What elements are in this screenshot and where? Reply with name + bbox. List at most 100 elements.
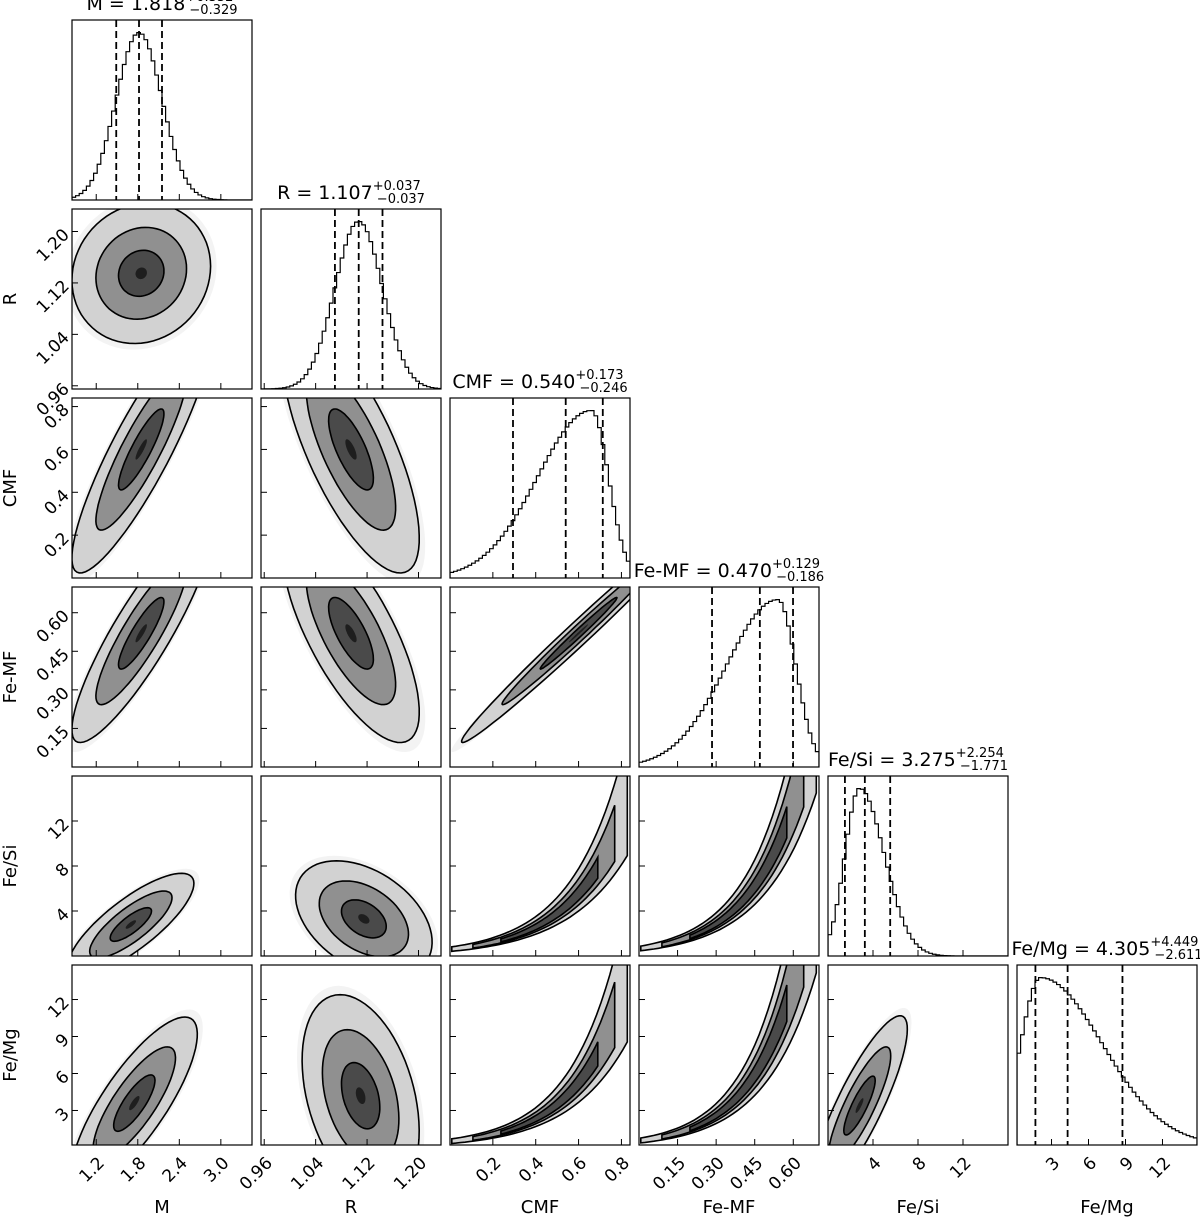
panel-frame-r-r [260,208,442,390]
panel-frame-fe-si-fe-si [827,775,1009,957]
y-tick-label-fe-mg: 9 [52,1030,74,1052]
x-tick-label-fe-si: 8 [909,1153,931,1175]
panel-frame-m-fe-mf [71,586,253,768]
x-tick-label-fe-si: 12 [946,1153,975,1182]
panel-frame-cmf-fe-mg [449,964,631,1146]
panel-frame-r-fe-mg [260,964,442,1146]
contour-m-vs-fe-si [72,868,200,956]
panel-frame-cmf-fe-mf [449,586,631,768]
x-tick-label-r: 1.12 [339,1153,380,1194]
panel-frame-cmf-cmf [449,397,631,579]
x-axis-label-r: R [345,1197,358,1218]
panel-frame-m-fe-mg [71,964,253,1146]
y-axis-label-fe-mf: Fe-MF [0,651,21,704]
title-plus: +0.129 [772,557,820,572]
x-tick-label-cmf: 0.2 [472,1153,505,1186]
contour-core [135,624,147,643]
contour-m-vs-cmf [72,398,200,578]
contour-level-1 [640,965,818,1144]
histogram-r: R = 1.107+0.037 −0.037 [261,179,441,389]
contour-core [345,624,357,643]
x-tick-label-m: 2.4 [159,1153,192,1186]
y-tick-label-fe-mg: 12 [44,993,73,1022]
x-tick-label-fe-mf: 0.45 [726,1153,767,1194]
title-fe-mf: Fe-MF = 0.470+0.129 −0.186 [634,557,824,585]
title-plus: +2.254 [956,746,1004,761]
title-prefix: Fe/Mg = [1011,938,1095,960]
contour-fe-mf-vs-fe-mg [640,965,818,1144]
title-minus: −0.186 [776,570,824,585]
title-value: 0.470 [718,560,772,582]
title-plus: +4.449 [1150,935,1198,950]
title-m: M = 1.818+0.332−0.329 [86,0,237,18]
contour-core [358,914,370,924]
x-axis-label-m: M [154,1197,170,1218]
title-prefix: CMF = [452,371,521,393]
contour-r-vs-fe-si [289,855,439,956]
contour-fe-si-vs-fe-mg [828,1008,912,1145]
title-cmf: CMF = 0.540+0.173 −0.246 [452,368,627,396]
title-plus: +0.332 [185,0,233,5]
contour-level-3 [500,1041,599,1136]
x-tick-label-m: 3.0 [200,1153,233,1186]
title-fe-mg: Fe/Mg = 4.305+4.449 −2.611 [1011,935,1200,963]
y-tick-label-cmf: 0.4 [40,486,73,519]
title-value: 4.305 [1096,938,1150,960]
title-plus: +0.173 [575,368,623,383]
title-value: 1.107 [318,182,372,204]
title-minus: −0.246 [580,381,628,396]
contour-level-3 [689,984,788,1132]
histogram-fe-mf: Fe-MF = 0.470+0.129 −0.186 [634,557,824,767]
x-tick-label-r: 0.96 [236,1153,277,1194]
contour-r-vs-cmf [283,398,426,578]
y-axis-label-cmf: CMF [0,469,21,507]
y-tick-label-fe-mf: 0.60 [33,606,74,647]
y-tick-label-fe-mg: 3 [52,1104,74,1126]
x-tick-label-fe-mg: 6 [1079,1153,1101,1175]
histogram-steps-fe-mg [1017,977,1197,1145]
contour-core [345,439,357,460]
title-prefix: M = [86,0,130,15]
title-minus: −0.037 [377,192,425,207]
title-prefix: Fe-MF = [634,560,718,582]
title-plus: +0.037 [373,179,421,194]
y-axis-label-r: R [0,293,21,306]
contour-m-vs-r [72,209,217,350]
y-tick-label-fe-mf: 0.45 [33,645,74,686]
contour-cmf-vs-fe-si [451,776,629,953]
y-tick-label-r: 1.04 [33,328,74,369]
contour-core [855,1098,864,1113]
x-tick-label-r: 1.04 [287,1153,328,1194]
contour-r-vs-fe-mg [297,985,425,1145]
histogram-cmf: CMF = 0.540+0.173 −0.246 [450,368,630,578]
y-tick-label-fe-si: 8 [52,860,74,882]
x-axis-label-fe-mg: Fe/Mg [1080,1197,1133,1218]
histogram-m: M = 1.818+0.332−0.329 [72,0,252,200]
x-tick-label-cmf: 0.6 [558,1153,591,1186]
x-tick-label-cmf: 0.4 [515,1153,548,1186]
x-tick-label-m: 1.8 [117,1153,150,1186]
title-r: R = 1.107+0.037 −0.037 [277,179,425,207]
panel-frame-m-r [71,208,253,390]
y-tick-label-fe-mf: 0.30 [33,683,74,724]
contour-fe-mf-vs-fe-si [640,776,818,952]
contour-level-3 [500,854,599,943]
histogram-fe-si: Fe/Si = 3.275+2.254 −1.771 [828,746,1008,956]
panel-frame-r-fe-mf [260,586,442,768]
histogram-steps-r [261,221,441,389]
title-minus: −1.771 [960,759,1008,774]
panel-frame-fe-mf-fe-mf [638,586,820,768]
contour-level-3 [689,806,788,940]
y-tick-label-fe-mf: 0.15 [33,722,74,763]
x-tick-label-fe-mf: 0.15 [649,1153,690,1194]
contour-core [355,1087,366,1104]
y-tick-label-cmf: 0.2 [40,529,73,562]
x-axis-label-fe-mf: Fe-MF [703,1197,756,1218]
contour-m-vs-fe-mg [72,1009,203,1145]
x-axis-label-fe-si: Fe/Si [897,1197,940,1218]
title-minus: −0.329 [189,3,237,18]
panel-frame-m-m [71,19,253,201]
x-tick-label-fe-mg: 9 [1116,1153,1138,1175]
contour-cmf-vs-fe-mg [451,965,629,1145]
